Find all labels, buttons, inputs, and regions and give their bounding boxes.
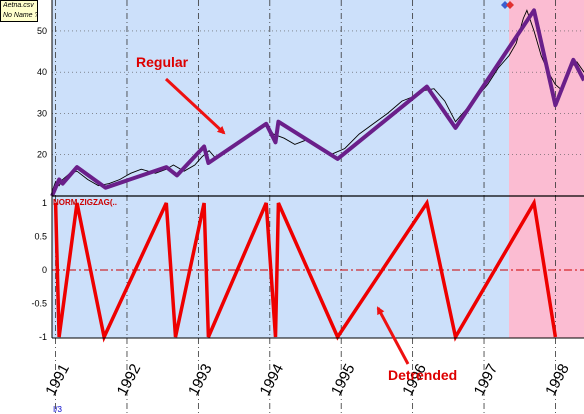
annotation-regular-arrow	[164, 77, 226, 135]
annotation-lower: Detrended	[376, 306, 457, 383]
detrended-line	[53, 197, 558, 343]
upper-panel-bg	[52, 0, 510, 196]
upper-ytick-label-50: 50	[37, 26, 47, 36]
legend-file: Aetna.csv	[3, 2, 34, 9]
year-label-1994: 1994	[256, 361, 287, 398]
lower-ytick-label-0: 0	[42, 265, 47, 275]
series-layer	[50, 8, 584, 343]
annotation-detrended-arrow	[376, 306, 410, 365]
lower-panel-pink-region	[509, 196, 584, 338]
background-layer	[52, 0, 584, 338]
lower-ytick-label--1: -1	[39, 332, 47, 342]
lower-ytick-label-1: 1	[42, 198, 47, 208]
annotation-upper: Regular	[136, 54, 226, 135]
upper-ytick-label-30: 30	[37, 108, 47, 118]
annotation-detrended-label: Detrended	[388, 367, 457, 383]
legend-box[interactable]: Aetna.csv No Name ?	[0, 0, 38, 22]
annotation-regular-label: Regular	[136, 54, 189, 70]
year-label-1991: 1991	[42, 361, 73, 398]
lower-panel-bg	[52, 196, 510, 338]
upper-ytick-label-20: 20	[37, 150, 47, 160]
year-label-1995: 1995	[328, 361, 359, 398]
upper-ytick-label-40: 40	[37, 67, 47, 77]
lower-ytick-label-0.5: 0.5	[34, 232, 47, 242]
year-label-1997: 1997	[471, 361, 502, 398]
corner-mark: I/3	[53, 405, 62, 414]
indicator-label: NORM ZIGZAG(..	[53, 198, 117, 207]
year-label-1993: 1993	[185, 361, 216, 398]
lower-ytick-label--0.5: -0.5	[31, 299, 47, 309]
year-label-1998: 1998	[542, 361, 573, 398]
peak-marker-icon	[501, 1, 514, 9]
legend-name: No Name ?	[3, 12, 37, 19]
year-label-1992: 1992	[114, 361, 145, 398]
upper-panel-pink-region	[509, 0, 584, 196]
